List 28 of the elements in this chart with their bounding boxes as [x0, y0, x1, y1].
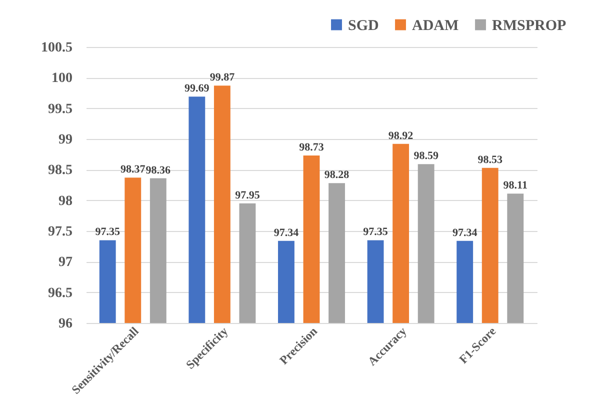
data-label: 98.28: [324, 169, 350, 182]
data-label: 98.73: [299, 142, 324, 154]
data-label: 97.35: [363, 226, 388, 238]
data-label: 97.34: [274, 226, 300, 239]
y-tick-label: 99: [58, 132, 72, 148]
data-label: 98.59: [414, 150, 439, 162]
y-tick-label: 98.5: [48, 163, 72, 178]
data-label: 97.35: [95, 226, 120, 238]
y-tick-label: 99.5: [48, 102, 72, 117]
data-label: 98.53: [478, 154, 503, 166]
y-tick-label: 100: [52, 71, 72, 86]
y-tick-label: 96: [58, 316, 72, 332]
data-label: 99.69: [184, 82, 210, 95]
y-tick-label: 96.5: [48, 286, 72, 301]
data-label: 98.36: [146, 164, 172, 176]
data-label: 97.95: [235, 189, 260, 202]
y-tick-label: 97.5: [48, 224, 72, 240]
legend-label: RMSPROP: [492, 18, 566, 34]
data-label: 98.37: [120, 164, 146, 176]
data-label: 99.87: [210, 72, 236, 84]
data-label: 97.34: [452, 226, 478, 239]
data-label: 98.92: [388, 130, 414, 142]
y-tick-label: 98: [58, 194, 72, 209]
y-tick-label: 97: [58, 255, 72, 270]
data-label: 98.11: [503, 180, 528, 192]
legend-label: SGD: [348, 18, 380, 34]
legend-label: ADAM: [412, 18, 459, 34]
y-tick-label: 100.5: [41, 40, 72, 56]
